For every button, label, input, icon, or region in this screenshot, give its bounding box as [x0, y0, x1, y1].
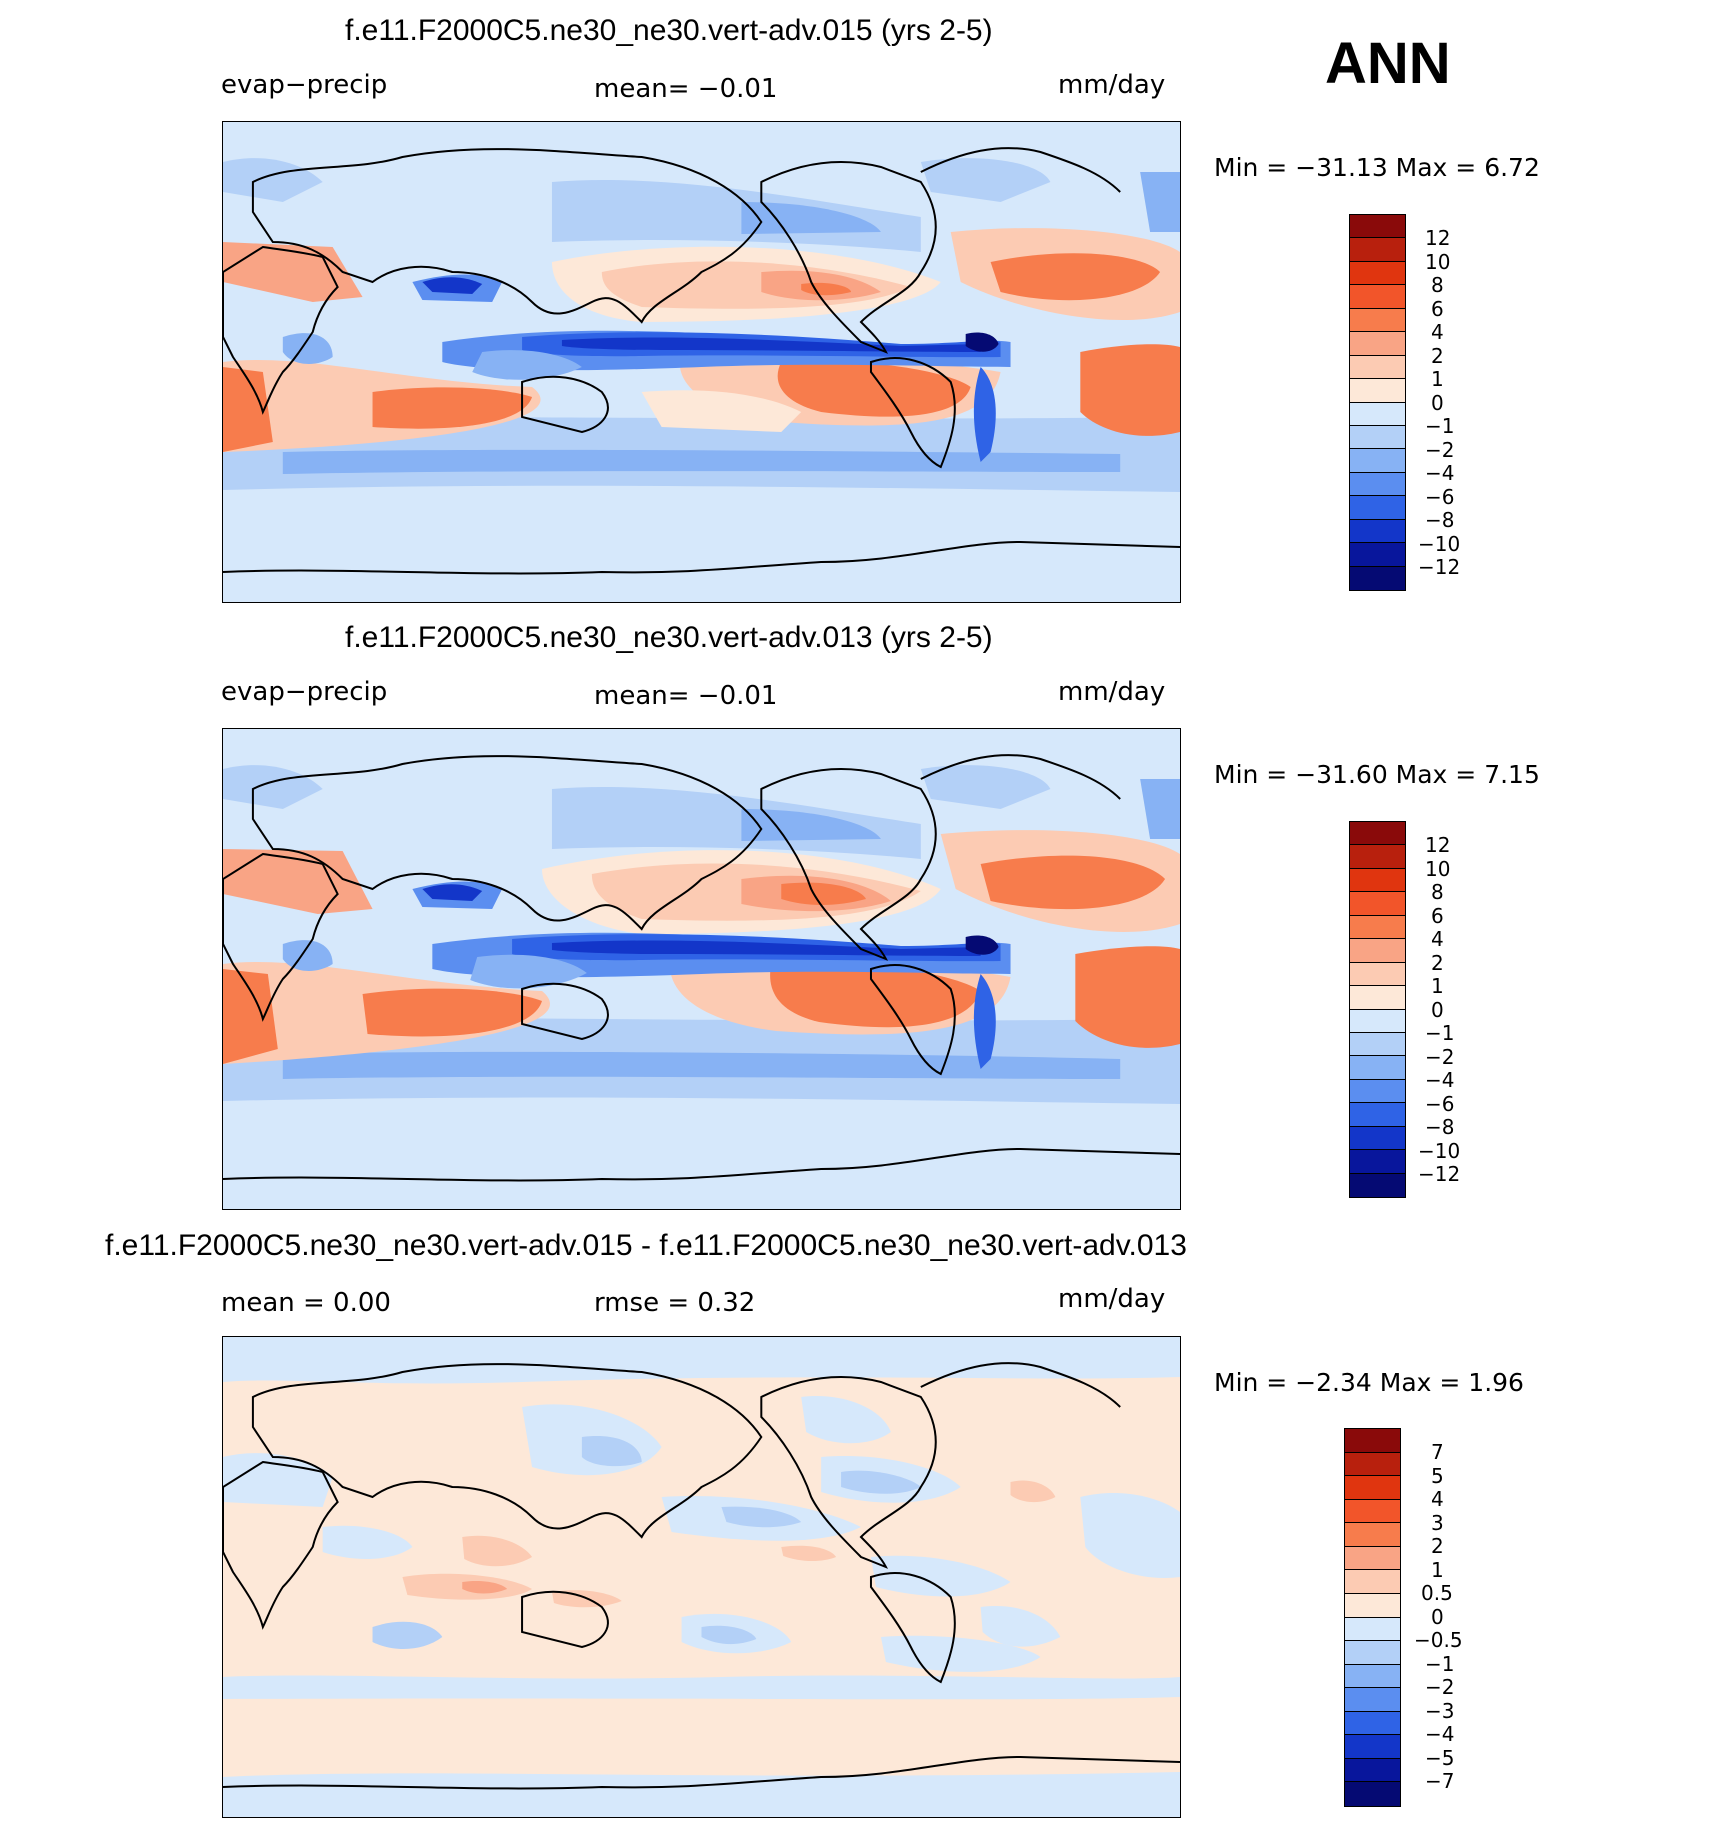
panel1-colorbar-tick: 12 — [1425, 226, 1451, 250]
panel3-map — [222, 1336, 1181, 1818]
panel1-map-field — [223, 147, 1180, 602]
panel1-colorbar-tick: 0 — [1431, 391, 1444, 415]
panel2-variable: evap−precip — [221, 677, 388, 707]
panel3-colorbar-tick: 0.5 — [1421, 1581, 1453, 1605]
panel1-colorbar-tick: 6 — [1431, 297, 1444, 321]
panel2-mean: mean= −0.01 — [594, 681, 778, 711]
panel3-title: f.e11.F2000C5.ne30_ne30.vert-adv.015 - f… — [105, 1229, 1187, 1262]
panel1-title: f.e11.F2000C5.ne30_ne30.vert-adv.015 (yr… — [345, 14, 993, 47]
panel1-colorbar-tick: 4 — [1431, 320, 1444, 344]
panel2-colorbar — [1349, 821, 1406, 1198]
panel1-colorbar-tick: −6 — [1425, 485, 1455, 509]
panel1-colorbar-tick: −8 — [1425, 508, 1455, 532]
panel3-colorbar-tick: −0.5 — [1414, 1628, 1463, 1652]
season-label: ANN — [1325, 31, 1451, 96]
panel2-colorbar-tick: 12 — [1425, 833, 1451, 857]
panel2-colorbar-tick: −6 — [1425, 1092, 1455, 1116]
panel1-colorbar-tick: −2 — [1425, 438, 1455, 462]
panel2-colorbar-tick: −8 — [1425, 1115, 1455, 1139]
panel2-colorbar-tick: 10 — [1425, 857, 1451, 881]
panel2-colorbar-tick: −12 — [1418, 1162, 1461, 1186]
panel2-title: f.e11.F2000C5.ne30_ne30.vert-adv.013 (yr… — [345, 621, 993, 654]
panel1-units: mm/day — [1058, 70, 1166, 100]
panel1-colorbar — [1349, 214, 1406, 591]
panel3-colorbar-tick: −1 — [1425, 1652, 1455, 1676]
panel3-units: mm/day — [1058, 1284, 1166, 1314]
panel2-colorbar-tick: 4 — [1431, 927, 1444, 951]
panel1-minmax: Min = −31.13 Max = 6.72 — [1214, 153, 1540, 182]
panel2-colorbar-tick: 2 — [1431, 951, 1444, 975]
panel3-colorbar-tick: −5 — [1425, 1746, 1455, 1770]
panel1-colorbar-tick: −4 — [1425, 461, 1455, 485]
panel1-colorbar-tick: −12 — [1418, 555, 1461, 579]
panel3-colorbar-tick: 3 — [1431, 1511, 1444, 1535]
panel3-rmse: rmse = 0.32 — [594, 1288, 756, 1318]
panel2-colorbar-tick: 1 — [1431, 974, 1444, 998]
panel3-colorbar-tick: 2 — [1431, 1534, 1444, 1558]
panel3-minmax: Min = −2.34 Max = 1.96 — [1214, 1368, 1524, 1397]
panel1-colorbar-tick: 8 — [1431, 273, 1444, 297]
panel2-map-field — [223, 754, 1180, 1182]
panel3-colorbar-tick: 0 — [1431, 1605, 1444, 1629]
panel2-units: mm/day — [1058, 677, 1166, 707]
panel3-map-field — [223, 1337, 1180, 1817]
panel1-map — [222, 121, 1181, 603]
panel3-colorbar-tick: 5 — [1431, 1464, 1444, 1488]
panel1-variable: evap−precip — [221, 70, 388, 100]
panel1-colorbar-tick: −1 — [1425, 414, 1455, 438]
panel3-colorbar-tick: 4 — [1431, 1487, 1444, 1511]
panel3-colorbar-tick: 7 — [1431, 1440, 1444, 1464]
panel3-mean: mean = 0.00 — [221, 1288, 391, 1318]
panel3-colorbar — [1344, 1428, 1401, 1807]
panel2-colorbar-tick: −10 — [1418, 1139, 1461, 1163]
panel3-colorbar-tick: −2 — [1425, 1675, 1455, 1699]
panel3-colorbar-tick: −4 — [1425, 1722, 1455, 1746]
panel2-map — [222, 728, 1181, 1210]
panel3-colorbar-tick: 1 — [1431, 1558, 1444, 1582]
panel3-colorbar-tick: −3 — [1425, 1699, 1455, 1723]
panel1-colorbar-tick: −10 — [1418, 532, 1461, 556]
panel1-colorbar-tick: 10 — [1425, 250, 1451, 274]
panel2-colorbar-tick: 0 — [1431, 998, 1444, 1022]
panel2-colorbar-tick: 6 — [1431, 904, 1444, 928]
panel1-colorbar-tick: 2 — [1431, 344, 1444, 368]
panel1-colorbar-tick: 1 — [1431, 367, 1444, 391]
panel3-colorbar-tick: −7 — [1425, 1769, 1455, 1793]
panel2-colorbar-tick: 8 — [1431, 880, 1444, 904]
panel2-minmax: Min = −31.60 Max = 7.15 — [1214, 760, 1540, 789]
panel2-colorbar-tick: −2 — [1425, 1045, 1455, 1069]
panel1-mean: mean= −0.01 — [594, 74, 778, 104]
panel2-colorbar-tick: −1 — [1425, 1021, 1455, 1045]
panel2-colorbar-tick: −4 — [1425, 1068, 1455, 1092]
